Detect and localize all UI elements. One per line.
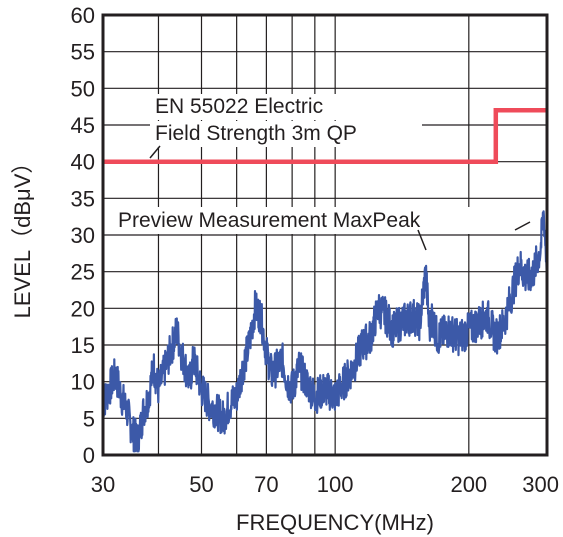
annotation-limit-leader [149,145,161,159]
y-tick-label: 35 [71,186,95,211]
measurement-maxpeak-line [101,210,549,453]
annotation-limit-bg [150,94,390,120]
y-tick-label: 55 [71,40,95,65]
x-tick-labels: 30 50 70 100 200 300 [91,472,559,497]
annotation-measurement-label: Preview Measurement MaxPeak [118,209,421,232]
x-tick-label: 200 [450,472,487,497]
x-tick-label: 100 [317,472,354,497]
y-tick-label: 20 [71,296,95,321]
x-tick-label: 30 [91,472,115,497]
x-tick-label: 300 [522,472,559,497]
annotation-measurement-leader [514,221,531,231]
y-tick-label: 25 [71,260,95,285]
annotation-measurement-bg [113,207,523,234]
annotation-limit-label: EN 55022 Electric [155,95,323,118]
y-tick-label: 50 [71,76,95,101]
x-tick-label: 50 [189,472,213,497]
limit-line-en55022 [103,108,547,164]
annotations: EN 55022 Electric Field Strength 3m QP Pre… [113,94,531,251]
y-tick-label: 45 [71,113,95,138]
plot-frame [101,13,549,457]
y-tick-label: 10 [71,370,95,395]
y-axis-label: LEVEL（dBμV） [10,152,35,319]
y-tick-label: 5 [83,406,95,431]
annotation-limit-label: Field Strength 3m QP [155,122,357,145]
x-tick-label: 70 [254,472,278,497]
annotation-measurement-leader [417,229,427,251]
x-axis-label: FREQUENCY(MHz) [236,510,434,535]
y-tick-label: 30 [71,223,95,248]
y-tick-label: 60 [71,3,95,28]
y-tick-label: 0 [83,443,95,468]
series-lines [101,108,549,453]
y-tick-label: 15 [71,333,95,358]
y-tick-label: 40 [71,150,95,175]
y-tick-labels: 0 5 10 15 20 25 30 35 40 45 50 55 60 [71,3,95,468]
annotation-limit-bg [150,121,422,147]
